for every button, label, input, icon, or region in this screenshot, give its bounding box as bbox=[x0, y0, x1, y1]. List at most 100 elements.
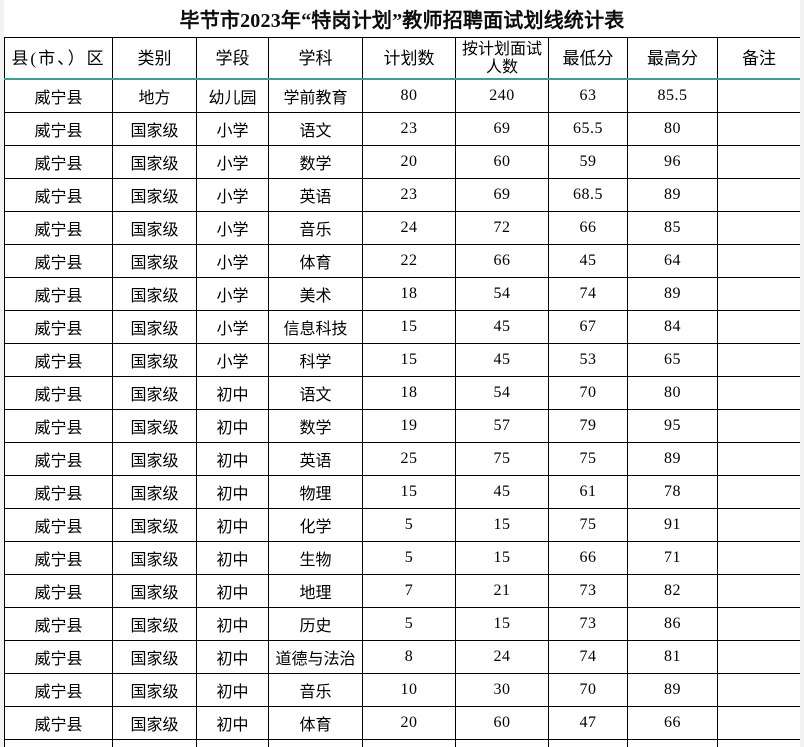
cell-subject: 美术 bbox=[268, 739, 363, 747]
cell-remark bbox=[717, 541, 801, 575]
cell-region: 威宁县 bbox=[4, 310, 113, 344]
cell-max: 89 bbox=[627, 277, 718, 311]
cell-region: 威宁县 bbox=[4, 376, 113, 410]
cell-stage: 初中 bbox=[196, 640, 269, 674]
cell-remark bbox=[717, 607, 801, 641]
column-header-plan: 计划数 bbox=[362, 37, 456, 80]
cell-plan: 22 bbox=[362, 244, 456, 278]
cell-category: 国家级 bbox=[112, 244, 197, 278]
cell-interview: 57 bbox=[455, 409, 549, 443]
cell-interview: 60 bbox=[455, 145, 549, 179]
cell-category: 国家级 bbox=[112, 409, 197, 443]
cell-subject: 音乐 bbox=[268, 211, 363, 245]
cell-stage: 幼儿园 bbox=[196, 79, 269, 113]
table-row: 威宁县 国家级 小学 美术 18 54 74 89 bbox=[4, 277, 801, 311]
table-row: 威宁县 国家级 初中 地理 7 21 73 82 bbox=[4, 574, 801, 608]
cell-region: 威宁县 bbox=[4, 211, 113, 245]
cell-remark bbox=[717, 211, 801, 245]
table-container: 县(市、）区 类别 学段 学科 计划数 按计划面试 人数 最低分 最高分 备注 … bbox=[4, 37, 801, 747]
table-row: 威宁县 国家级 小学 科学 15 45 53 65 bbox=[4, 343, 801, 377]
cell-stage: 小学 bbox=[196, 277, 269, 311]
table-row: 威宁县 国家级 小学 数学 20 60 59 96 bbox=[4, 145, 801, 179]
cell-region: 威宁县 bbox=[4, 277, 113, 311]
cell-stage: 小学 bbox=[196, 178, 269, 212]
cell-min: 53 bbox=[548, 343, 628, 377]
column-header-max-score: 最高分 bbox=[627, 37, 718, 80]
cell-remark bbox=[717, 343, 801, 377]
cell-min: 75 bbox=[548, 508, 628, 542]
cell-plan: 10 bbox=[362, 673, 456, 707]
cell-region: 威宁县 bbox=[4, 508, 113, 542]
cell-region: 威宁县 bbox=[4, 343, 113, 377]
cell-min: 66 bbox=[548, 211, 628, 245]
cell-plan: 23 bbox=[362, 178, 456, 212]
cell-interview: 15 bbox=[455, 508, 549, 542]
cell-plan: 15 bbox=[362, 310, 456, 344]
cell-stage: 初中 bbox=[196, 739, 269, 747]
cell-category: 国家级 bbox=[112, 574, 197, 608]
cell-subject: 数学 bbox=[268, 145, 363, 179]
cell-remark bbox=[717, 508, 801, 542]
cell-min: 61 bbox=[548, 475, 628, 509]
cell-subject: 语文 bbox=[268, 112, 363, 146]
cell-interview: 45 bbox=[455, 343, 549, 377]
cell-category: 国家级 bbox=[112, 310, 197, 344]
cell-subject: 物理 bbox=[268, 475, 363, 509]
cell-subject: 数学 bbox=[268, 409, 363, 443]
table-header-row: 县(市、）区 类别 学段 学科 计划数 按计划面试 人数 最低分 最高分 备注 bbox=[4, 37, 801, 80]
cell-region: 威宁县 bbox=[4, 145, 113, 179]
column-header-subject: 学科 bbox=[268, 37, 363, 80]
cell-max: 71 bbox=[627, 541, 718, 575]
cell-plan: 20 bbox=[362, 706, 456, 740]
cell-min: 59 bbox=[548, 145, 628, 179]
cell-region: 威宁县 bbox=[4, 706, 113, 740]
cell-interview: 21 bbox=[455, 739, 549, 747]
cell-remark bbox=[717, 442, 801, 476]
cell-max: 89 bbox=[627, 178, 718, 212]
cell-remark bbox=[717, 112, 801, 146]
cell-category: 国家级 bbox=[112, 607, 197, 641]
column-header-region: 县(市、）区 bbox=[4, 37, 113, 80]
cell-plan: 80 bbox=[362, 79, 456, 113]
table-row: 威宁县 国家级 初中 语文 18 54 70 80 bbox=[4, 376, 801, 410]
cell-stage: 初中 bbox=[196, 409, 269, 443]
cell-category: 国家级 bbox=[112, 673, 197, 707]
cell-remark bbox=[717, 178, 801, 212]
cell-region: 威宁县 bbox=[4, 739, 113, 747]
cell-region: 威宁县 bbox=[4, 640, 113, 674]
cell-category: 国家级 bbox=[112, 211, 197, 245]
cell-subject: 历史 bbox=[268, 607, 363, 641]
cell-region: 威宁县 bbox=[4, 79, 113, 113]
column-header-stage: 学段 bbox=[196, 37, 269, 80]
cell-interview: 30 bbox=[455, 673, 549, 707]
cell-stage: 初中 bbox=[196, 574, 269, 608]
cell-region: 威宁县 bbox=[4, 409, 113, 443]
cell-plan: 20 bbox=[362, 145, 456, 179]
cell-category: 国家级 bbox=[112, 178, 197, 212]
cell-plan: 7 bbox=[362, 739, 456, 747]
table-row: 威宁县 国家级 初中 音乐 10 30 70 89 bbox=[4, 673, 801, 707]
cell-max: 95 bbox=[627, 409, 718, 443]
cell-category: 国家级 bbox=[112, 343, 197, 377]
cell-interview: 69 bbox=[455, 178, 549, 212]
cell-stage: 小学 bbox=[196, 310, 269, 344]
cell-max: 89 bbox=[627, 442, 718, 476]
cell-max: 78 bbox=[627, 475, 718, 509]
cell-stage: 初中 bbox=[196, 508, 269, 542]
table-row: 威宁县 国家级 初中 体育 20 60 47 66 bbox=[4, 706, 801, 740]
cell-plan: 15 bbox=[362, 343, 456, 377]
cell-min: 63 bbox=[548, 79, 628, 113]
table-row: 威宁县 国家级 小学 信息科技 15 45 67 84 bbox=[4, 310, 801, 344]
cell-subject: 科学 bbox=[268, 343, 363, 377]
cell-max: 91 bbox=[627, 508, 718, 542]
cell-region: 威宁县 bbox=[4, 442, 113, 476]
cell-remark bbox=[717, 640, 801, 674]
cell-remark bbox=[717, 574, 801, 608]
cell-stage: 初中 bbox=[196, 475, 269, 509]
cell-min: 47 bbox=[548, 706, 628, 740]
cell-subject: 信息科技 bbox=[268, 310, 363, 344]
cell-remark bbox=[717, 79, 801, 113]
cell-subject: 化学 bbox=[268, 508, 363, 542]
cell-category: 国家级 bbox=[112, 508, 197, 542]
